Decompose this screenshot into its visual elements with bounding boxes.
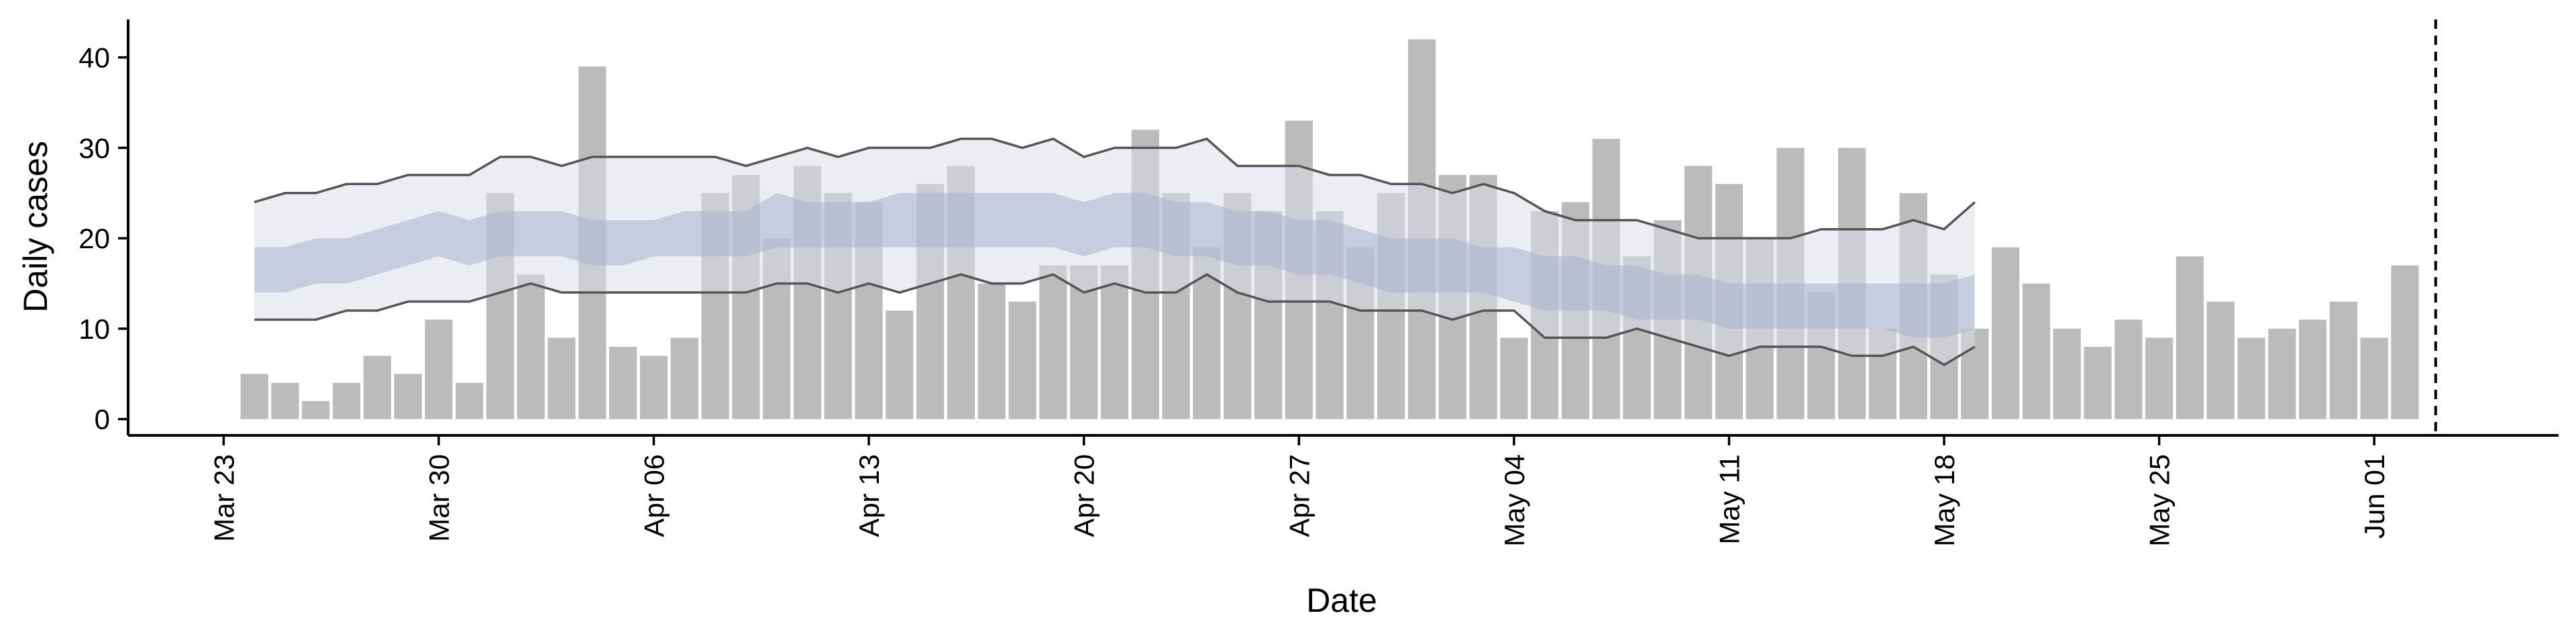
bar — [1100, 265, 1129, 419]
y-tick-label: 10 — [78, 313, 110, 345]
x-tick-label: May 18 — [1929, 454, 1960, 547]
bar — [1500, 337, 1528, 419]
inner-band — [254, 193, 1975, 338]
bar — [2084, 346, 2112, 419]
bar — [425, 319, 453, 419]
bar — [670, 337, 698, 419]
bar — [2299, 319, 2327, 419]
bar — [1008, 301, 1036, 419]
bar — [547, 337, 576, 419]
bar — [332, 382, 361, 419]
bar — [240, 374, 268, 419]
bar — [1992, 247, 2020, 419]
bar — [885, 311, 914, 419]
x-tick-label: May 11 — [1713, 454, 1745, 545]
x-tick-label: Apr 13 — [853, 454, 885, 537]
x-tick-label: Jun 01 — [2359, 454, 2390, 539]
bar — [609, 346, 637, 419]
bar — [271, 382, 299, 419]
x-tick-label: Mar 30 — [423, 454, 455, 542]
band-edge-line — [254, 273, 1976, 366]
y-axis-title: Daily cases — [17, 141, 54, 313]
x-tick-label: Apr 20 — [1069, 454, 1100, 537]
bar — [455, 382, 484, 419]
bar — [1039, 265, 1067, 419]
bar — [2176, 256, 2204, 419]
band-edge-line — [254, 137, 1976, 239]
bar — [977, 283, 1006, 419]
y-tick-label: 0 — [95, 404, 110, 435]
bar — [517, 274, 545, 419]
bar — [2268, 328, 2296, 419]
x-tick-label: Apr 27 — [1283, 454, 1315, 537]
bar — [302, 400, 330, 419]
bar — [2053, 328, 2081, 419]
bar — [2145, 337, 2174, 419]
y-tick-label: 30 — [78, 132, 110, 164]
bar — [394, 374, 422, 419]
bar — [639, 356, 668, 419]
bar — [2022, 283, 2051, 419]
x-tick-label: Mar 23 — [208, 454, 239, 542]
x-axis-title: Date — [1306, 582, 1377, 619]
x-tick-label: May 04 — [1499, 454, 1530, 547]
bar — [363, 356, 391, 419]
bar — [2237, 337, 2265, 419]
bar — [2360, 337, 2388, 419]
y-tick-label: 40 — [78, 42, 110, 74]
y-tick-label: 20 — [78, 223, 110, 254]
bar — [2391, 265, 2419, 419]
x-tick-label: Apr 06 — [639, 454, 670, 537]
bar — [2206, 301, 2235, 419]
bar — [2114, 319, 2143, 419]
bar — [2329, 301, 2358, 419]
x-tick-label: May 25 — [2144, 454, 2176, 547]
